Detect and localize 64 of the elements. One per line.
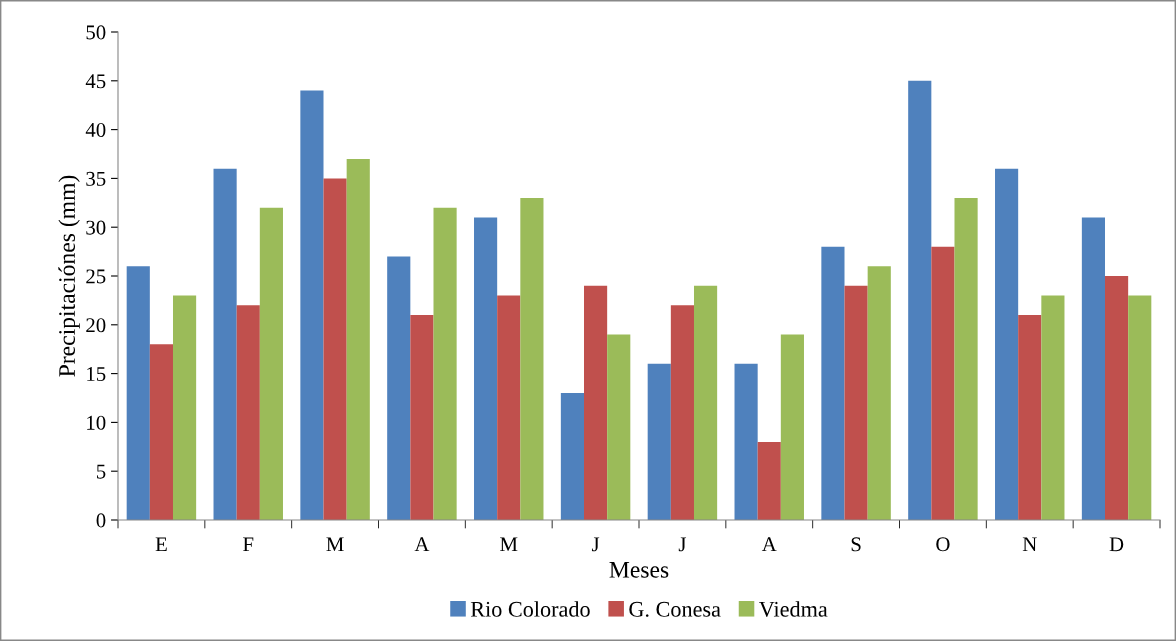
bar [387,256,411,520]
bar [474,217,498,520]
bar [346,158,370,520]
bar [126,266,150,520]
bar [1105,276,1129,520]
y-tick-label: 20 [86,318,106,333]
bar [757,441,781,520]
bar [323,178,347,520]
x-tick-label: S [851,537,861,552]
bar [670,305,694,520]
bar [560,393,585,520]
y-tick-label: 25 [86,269,106,284]
bar [1128,295,1152,520]
x-tick-label: F [243,537,254,552]
bar [954,197,978,520]
bar [149,344,173,520]
y-tick-label: 50 [86,25,106,40]
legend-label: Viedma [759,601,828,617]
x-tick-label: J [591,537,600,552]
x-tick-label: M [500,537,518,552]
bar [647,363,671,520]
y-tick-label: 45 [85,74,106,89]
bar [908,80,932,520]
bar [172,295,197,520]
bar [734,363,758,520]
bar [433,207,457,520]
bar [213,168,237,520]
x-tick-label: M [326,537,344,552]
bar [1081,217,1106,520]
y-tick-label: 40 [85,122,106,138]
bar [259,207,283,520]
y-tick-label: 0 [96,513,106,528]
bar [693,285,718,520]
bar [1041,295,1065,520]
bar [780,334,804,520]
bar [607,334,631,520]
bar [931,246,955,520]
bar [300,90,324,520]
x-tick-label: A [414,537,430,552]
y-tick-label: 5 [96,464,106,479]
x-tick-label: N [1022,537,1037,552]
x-tick-label: J [678,537,687,552]
y-axis-title: Precipitaciónes (mm) [58,175,80,377]
bar [497,295,521,520]
bar [867,266,891,520]
x-tick-label: E [155,537,167,552]
x-tick-label: A [761,537,777,552]
x-tick-label: D [1109,537,1124,552]
bar [410,315,434,520]
y-tick-label: 35 [86,171,106,186]
x-axis-title: Meses [609,562,669,578]
bar [520,197,544,520]
legend-label: G. Conesa [629,601,721,617]
bar [584,285,608,520]
bar [236,305,260,520]
y-tick-label: 30 [86,220,106,235]
bar [821,246,845,520]
bar [844,285,868,520]
y-tick-label: 10 [87,415,106,430]
bar [995,168,1019,520]
bar [1018,315,1042,520]
legend-label: Rio Colorado [470,601,590,617]
x-tick-label: O [936,537,950,552]
y-tick-label: 15 [87,367,106,382]
